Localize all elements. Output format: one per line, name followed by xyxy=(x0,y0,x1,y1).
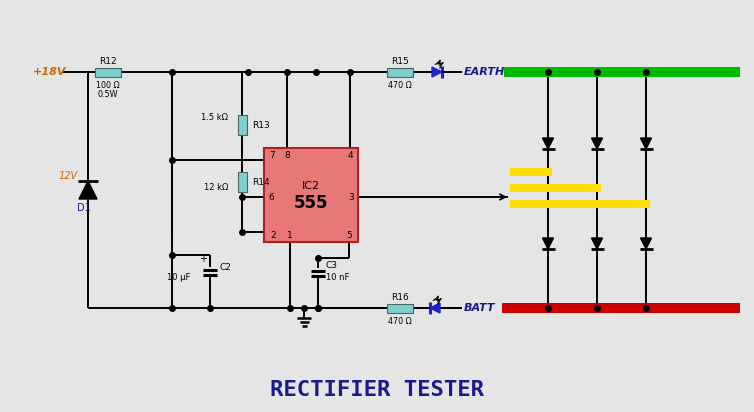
Bar xyxy=(238,115,247,135)
Bar xyxy=(264,148,358,242)
Text: 470 Ω: 470 Ω xyxy=(388,80,412,89)
Text: 0.5W: 0.5W xyxy=(98,89,118,98)
Text: 12 kΩ: 12 kΩ xyxy=(204,183,228,192)
Text: 8: 8 xyxy=(284,150,290,159)
Text: R13: R13 xyxy=(252,120,270,129)
Text: R16: R16 xyxy=(391,293,409,302)
Polygon shape xyxy=(432,67,442,77)
Polygon shape xyxy=(430,303,440,313)
Text: 1.5 kΩ: 1.5 kΩ xyxy=(201,112,228,122)
Polygon shape xyxy=(542,138,553,149)
Text: R15: R15 xyxy=(391,56,409,66)
Polygon shape xyxy=(640,138,651,149)
Bar xyxy=(502,303,740,313)
Polygon shape xyxy=(591,238,602,249)
Bar xyxy=(510,168,552,176)
Text: R14: R14 xyxy=(252,178,270,187)
Polygon shape xyxy=(640,238,651,249)
Text: +: + xyxy=(199,254,207,264)
Polygon shape xyxy=(542,238,553,249)
Text: 555: 555 xyxy=(294,194,328,212)
Bar xyxy=(510,200,650,208)
Text: 4: 4 xyxy=(347,150,353,159)
Text: BATT: BATT xyxy=(464,303,495,313)
Bar xyxy=(387,304,413,312)
Bar xyxy=(95,68,121,77)
Polygon shape xyxy=(591,138,602,149)
Bar xyxy=(387,68,413,77)
Text: RECTIFIER TESTER: RECTIFIER TESTER xyxy=(270,380,484,400)
Text: 10 µF: 10 µF xyxy=(167,272,190,281)
Bar xyxy=(238,172,247,192)
Bar xyxy=(504,67,740,77)
Text: 5: 5 xyxy=(346,230,352,239)
Text: +18V: +18V xyxy=(33,67,67,77)
Polygon shape xyxy=(79,181,97,199)
Text: D1: D1 xyxy=(77,203,91,213)
Text: 470 Ω: 470 Ω xyxy=(388,316,412,325)
Text: 12V: 12V xyxy=(59,171,78,181)
Text: C2: C2 xyxy=(220,262,232,272)
Text: 7: 7 xyxy=(269,150,275,159)
Text: 100 Ω: 100 Ω xyxy=(97,80,120,89)
Text: 6: 6 xyxy=(268,192,274,201)
Text: 2: 2 xyxy=(270,230,276,239)
Text: 10 nF: 10 nF xyxy=(326,274,349,283)
Text: IC2: IC2 xyxy=(302,181,320,191)
Text: R12: R12 xyxy=(100,56,117,66)
Text: 3: 3 xyxy=(348,192,354,201)
Text: 1: 1 xyxy=(287,230,293,239)
Text: EARTH: EARTH xyxy=(464,67,505,77)
Text: C3: C3 xyxy=(326,262,338,271)
Bar xyxy=(510,184,601,192)
